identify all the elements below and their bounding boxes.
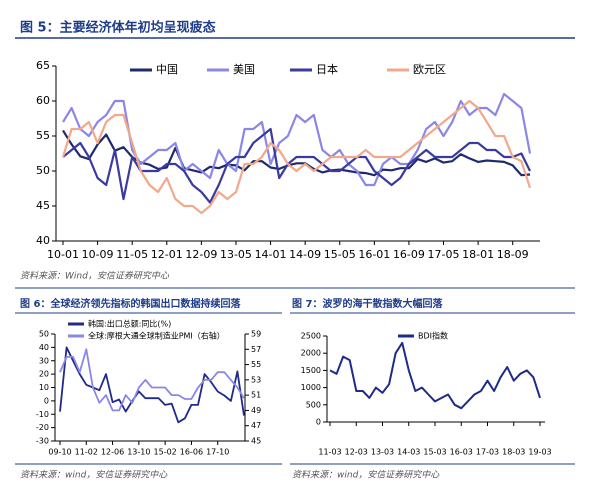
y-tick-label: 65 [36, 59, 50, 72]
x-tick-label: 16-06 [180, 448, 203, 457]
y2-tick-label: 49 [251, 406, 261, 415]
y-tick-label: 30 [39, 356, 49, 365]
y2-tick-label: 51 [251, 391, 261, 400]
y-tick-label: -10 [36, 410, 49, 419]
x-tick-label: 12-03 [345, 448, 368, 457]
x-tick-label: 14-01 [255, 248, 287, 261]
y-tick-label: 50 [36, 164, 50, 177]
x-tick-label: 15-05 [324, 248, 356, 261]
y2-tick-label: 59 [251, 330, 261, 339]
y2-tick-label: 47 [251, 421, 261, 430]
y-tick-label: 40 [39, 343, 49, 352]
x-tick-label: 13-03 [371, 448, 394, 457]
legend-label: BDI指数 [418, 331, 448, 341]
x-tick-label: 12-06 [101, 448, 124, 457]
x-tick-label: 15-02 [154, 448, 177, 457]
figure-title: 图 5：主要经济体年初均呈现疲态 [20, 20, 216, 36]
series-line [59, 348, 245, 412]
x-tick-label: 10-09 [82, 248, 114, 261]
legend-label: 全球:摩根大通全球制造业PMI（右轴） [88, 331, 225, 341]
x-tick-label: 17-03 [476, 448, 499, 457]
x-tick-label: 14-03 [397, 448, 420, 457]
legend-label: 日本 [316, 62, 338, 76]
figure-title: 图 7：波罗的海干散指数大幅回落 [292, 297, 443, 310]
legend-label: 韩国:出口总额:同比(%) [88, 319, 171, 329]
series-line [61, 99, 532, 215]
y-tick-label: 2000 [301, 349, 321, 358]
x-tick-label: 16-09 [393, 248, 425, 261]
source: 资料来源：Wind，安信证券研究中心 [20, 271, 170, 282]
y-tick-label: -20 [36, 423, 49, 432]
y-tick-label: 55 [36, 129, 50, 142]
x-tick-label: 12-01 [151, 248, 183, 261]
x-tick-label: 18-03 [502, 448, 525, 457]
y-tick-label: -30 [36, 437, 49, 446]
y-tick-label: 1000 [301, 383, 321, 392]
y2-tick-label: 57 [251, 345, 261, 354]
y-tick-label: 45 [36, 199, 50, 212]
y-tick-label: 10 [39, 383, 49, 392]
x-tick-label: 16-03 [450, 448, 473, 457]
y-tick-label: 60 [36, 94, 50, 107]
series-line [62, 92, 532, 187]
y-tick-label: 2500 [301, 332, 321, 341]
x-tick-label: 18-09 [497, 248, 529, 261]
series-line [329, 341, 541, 410]
y-tick-label: 50 [39, 330, 49, 339]
x-tick-label: 10-01 [47, 248, 79, 261]
legend-label: 中国 [156, 63, 178, 76]
x-tick-label: 14-09 [289, 248, 321, 261]
y-tick-label: 500 [306, 400, 321, 409]
source: 资料来源：wind，安信证券研究中心 [20, 470, 168, 481]
y2-tick-label: 53 [251, 375, 261, 384]
y-tick-label: 40 [36, 234, 50, 247]
y-tick-label: 0 [44, 396, 49, 405]
series-line [62, 127, 531, 204]
x-tick-label: 13-05 [220, 248, 252, 261]
y-tick-label: 1500 [301, 366, 321, 375]
x-tick-label: 11-03 [318, 448, 341, 457]
y2-tick-label: 45 [251, 437, 261, 446]
x-tick-label: 19-03 [528, 448, 551, 457]
legend-label: 欧元区 [413, 63, 446, 76]
x-tick-label: 18-01 [462, 248, 494, 261]
x-tick-label: 17-05 [428, 248, 460, 261]
y-tick-label: 0 [316, 418, 321, 427]
x-tick-label: 17-10 [206, 448, 229, 457]
legend-label: 美国 [233, 63, 255, 76]
x-tick-label: 09-10 [48, 448, 71, 457]
figure-title: 图 6：全球经济领先指标的韩国出口数据持续回落 [20, 297, 241, 310]
x-tick-label: 16-01 [358, 248, 390, 261]
y2-tick-label: 55 [251, 360, 261, 369]
x-tick-label: 13-10 [127, 448, 150, 457]
x-tick-label: 11-02 [75, 448, 98, 457]
x-tick-label: 15-03 [423, 448, 446, 457]
x-tick-label: 11-05 [116, 248, 148, 261]
source: 资料来源：wind，安信证券研究中心 [292, 470, 440, 481]
x-tick-label: 12-09 [185, 248, 217, 261]
series-line [59, 346, 245, 424]
y-tick-label: 20 [39, 370, 49, 379]
